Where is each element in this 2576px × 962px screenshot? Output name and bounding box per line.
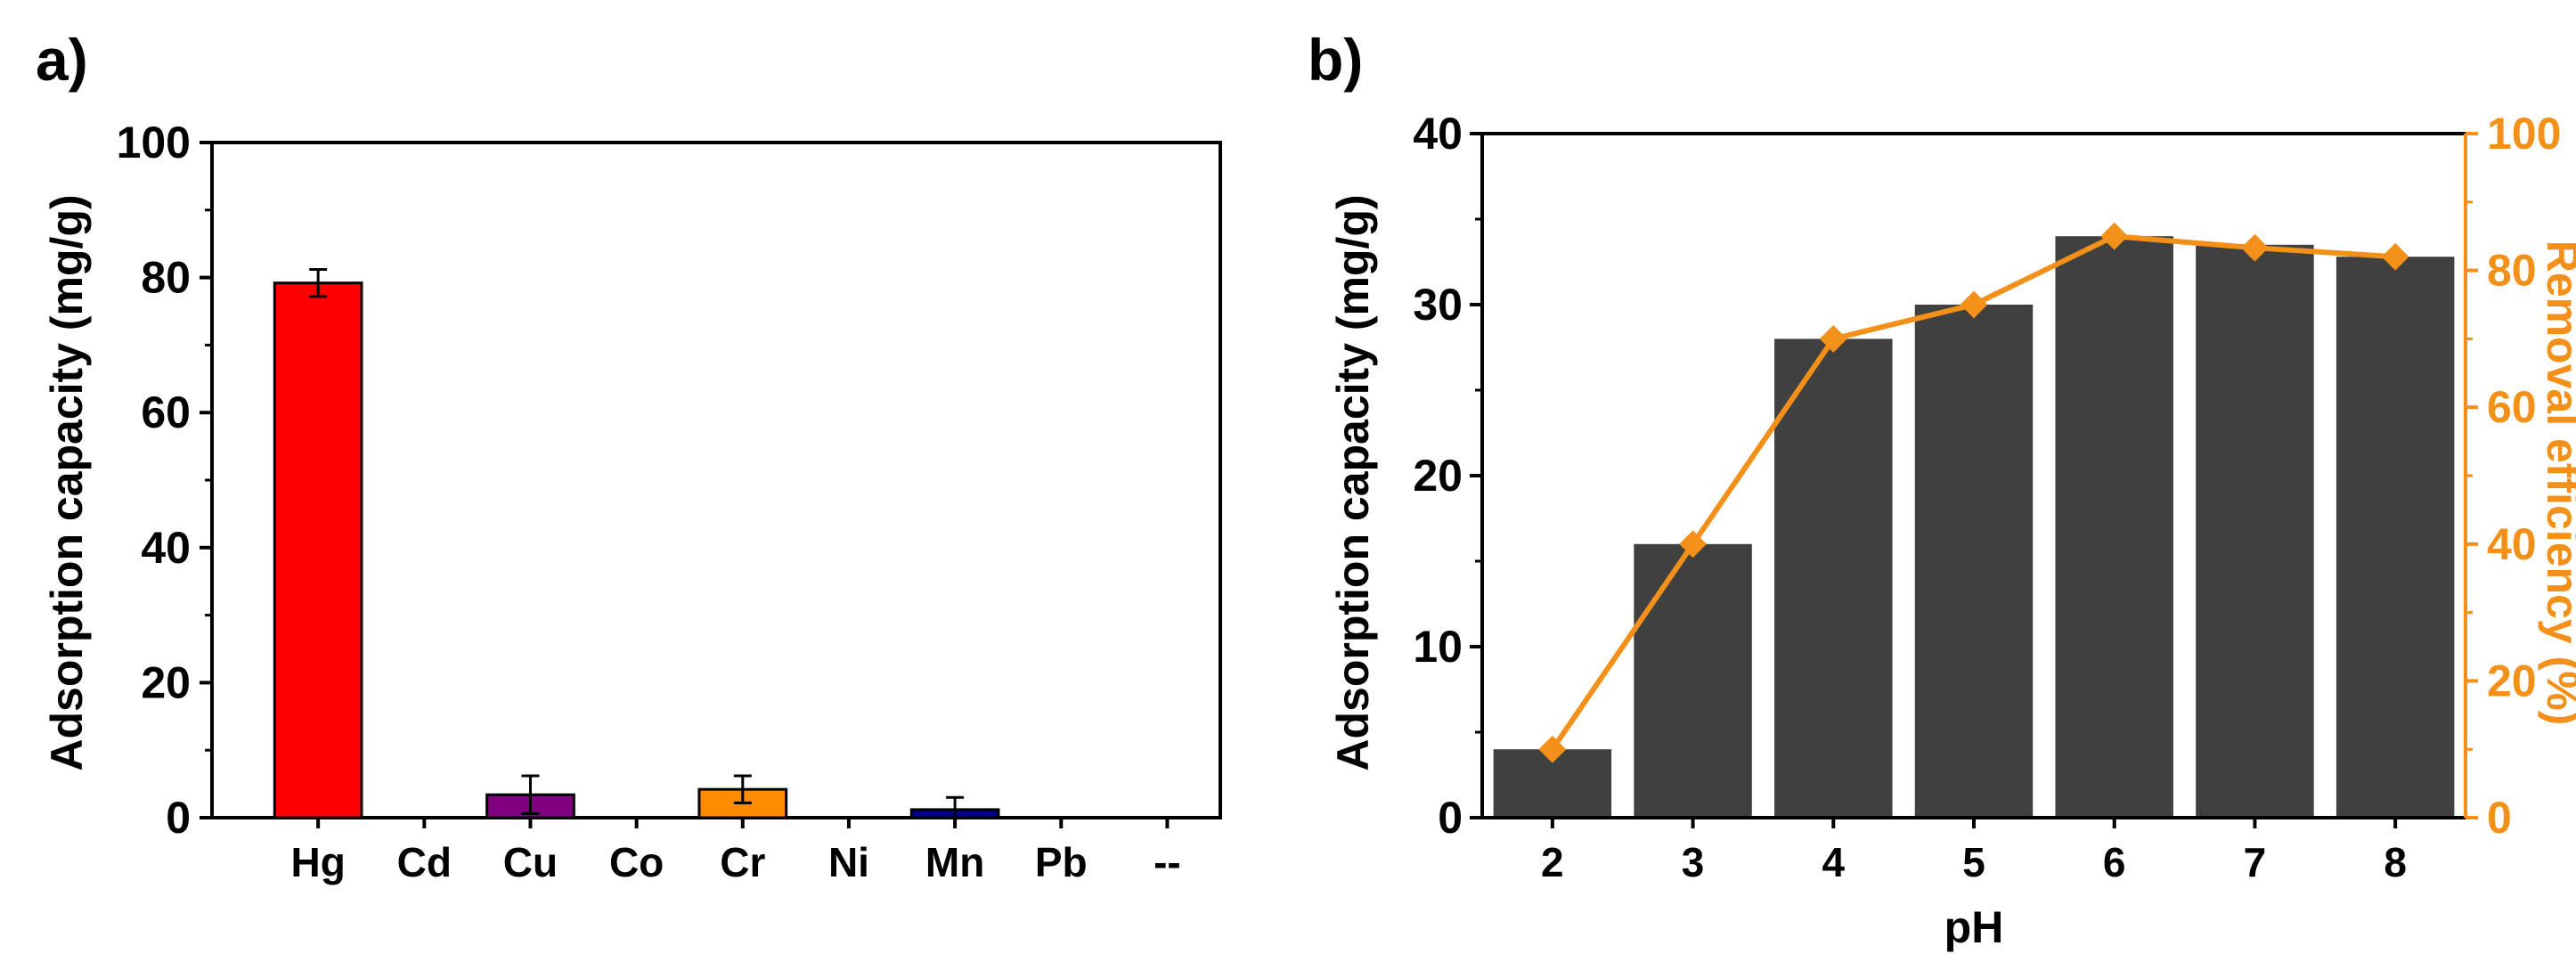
removal-efficiency-point-ph-3 (1679, 530, 1707, 558)
bar-ph-4 (1774, 338, 1893, 818)
panel-a-y-tick-label: 0 (166, 793, 191, 843)
panel-b-left-y-axis-label: Adsorption capacity (mg/g) (1328, 194, 1378, 770)
bar-ph-8 (2336, 257, 2455, 818)
panel-b-right-y-tick-label: 20 (2487, 656, 2537, 705)
panel-b-x-tick-label: 5 (1962, 839, 1985, 885)
panel-a-x-tick-label: Cr (720, 839, 765, 885)
panel-a-plot-area: 0 20 40 60 80 100 Hg Cd Cu Co Cr Ni Mn Pb -- (117, 118, 1222, 885)
panel-b-left-y-tick-label: 20 (1413, 451, 1463, 501)
panel-b-right-y-tick-label: 60 (2487, 382, 2537, 432)
panel-b-right-y-axis-label: Removal efficiency (%) (2538, 240, 2576, 726)
panel-b-x-tick-label: 3 (1682, 839, 1705, 885)
panel-a-y-axis-label: Adsorption capacity (mg/g) (42, 194, 92, 770)
panel-a-frame (210, 141, 1222, 819)
panel-a-x-tick-label: Pb (1035, 839, 1088, 885)
panel-a: a) Adsorption capacity (mg/g) 0 20 40 60 80 1… (36, 27, 1222, 885)
removal-efficiency-point-ph-4 (1819, 324, 1847, 353)
panel-a-y-tick-label: 20 (141, 657, 191, 707)
panel-b-x-axis-label: pH (1944, 902, 2004, 952)
bar-ph-5 (1914, 305, 2034, 818)
panel-b-left-y-tick-label: 0 (1438, 793, 1463, 843)
panel-b-right-y-tick-label: 0 (2487, 793, 2512, 843)
panel-b-x-tick-label: 8 (2384, 839, 2407, 885)
removal-efficiency-point-ph-6 (2100, 222, 2129, 250)
panel-a-x-tick-label: Cu (503, 839, 558, 885)
panel-a-x-tick-label: Co (609, 839, 664, 885)
panel-a-x-tick-label: Ni (828, 839, 869, 885)
bar-ph-7 (2196, 244, 2314, 818)
panel-b-label: b) (1308, 27, 1363, 93)
panel-a-x-tick-label: Mn (925, 839, 984, 885)
panel-b-right-y-tick-label: 80 (2487, 246, 2537, 296)
panel-b-left-y-tick-label: 30 (1413, 280, 1463, 330)
panel-a-y-tick-label: 100 (117, 118, 191, 167)
panel-a-x-tick-label: Hg (290, 839, 345, 885)
bar-hg (273, 281, 363, 819)
bar-ph-3 (1634, 543, 1752, 818)
panel-b: b) Adsorption capacity (mg/g) Removal ef… (1308, 27, 2576, 952)
panel-a-x-tick-label: -- (1153, 839, 1181, 885)
panel-b-x-tick-label: 6 (2103, 839, 2126, 885)
panel-b-plot-area: 0 10 20 30 40 0 20 40 60 80 100 2 3 4 5 6 7 8 (1413, 109, 2561, 885)
panel-a-y-tick-label: 60 (141, 387, 191, 437)
removal-efficiency-point-ph-7 (2241, 233, 2269, 262)
removal-efficiency-point-ph-5 (1960, 290, 1988, 319)
removal-efficiency-point-ph-2 (1538, 735, 1567, 763)
panel-a-y-tick-label: 80 (141, 253, 191, 303)
panel-b-x-tick-label: 7 (2244, 839, 2267, 885)
panel-b-left-y-tick-label: 40 (1413, 109, 1463, 159)
panel-a-x-tick-label: Cd (397, 839, 452, 885)
panel-b-x-tick-label: 2 (1541, 839, 1564, 885)
removal-efficiency-point-ph-8 (2381, 242, 2409, 271)
panel-b-left-y-tick-label: 10 (1413, 622, 1463, 672)
panel-a-y-tick-label: 40 (141, 523, 191, 573)
bar-ph-6 (2055, 236, 2173, 818)
panel-b-x-tick-label: 4 (1822, 839, 1845, 885)
panel-b-right-y-tick-label: 40 (2487, 519, 2537, 569)
panel-b-right-y-tick-label: 100 (2487, 109, 2561, 159)
panel-a-label: a) (36, 27, 88, 93)
